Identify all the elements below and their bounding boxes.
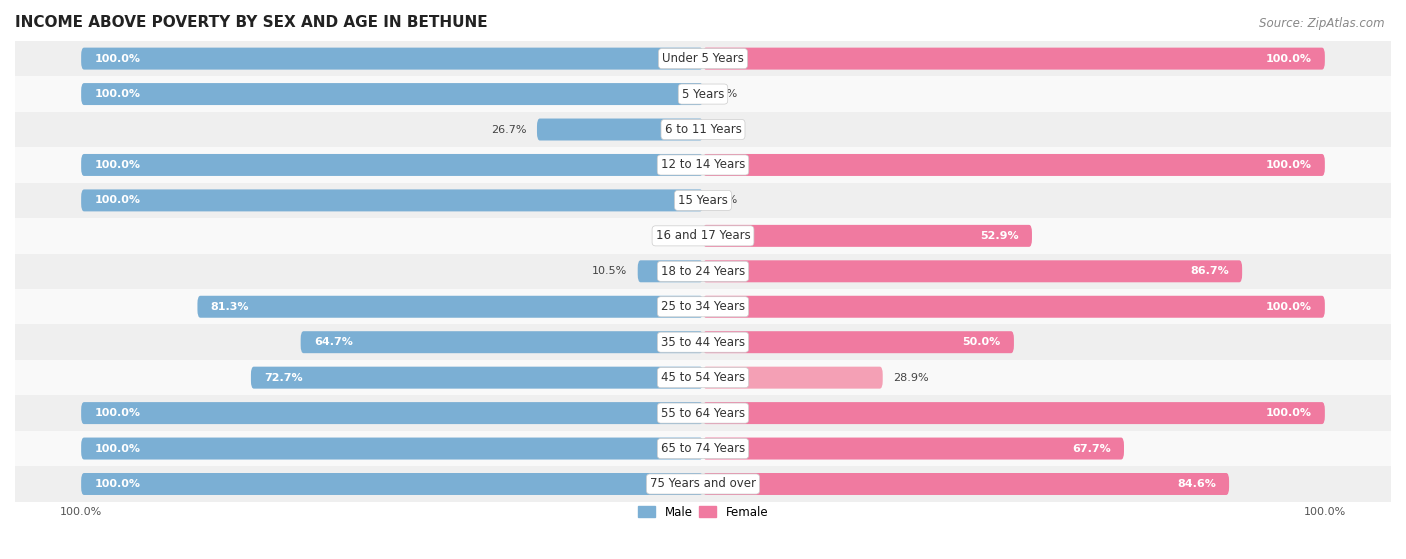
- Text: 6 to 11 Years: 6 to 11 Years: [665, 123, 741, 136]
- Bar: [0, 466, 1406, 502]
- Text: 100.0%: 100.0%: [94, 89, 141, 99]
- FancyBboxPatch shape: [82, 83, 703, 105]
- Bar: [0, 218, 1406, 254]
- Text: Source: ZipAtlas.com: Source: ZipAtlas.com: [1260, 17, 1385, 30]
- Text: 52.9%: 52.9%: [980, 231, 1019, 241]
- FancyBboxPatch shape: [703, 260, 1241, 282]
- Text: 84.6%: 84.6%: [1177, 479, 1216, 489]
- FancyBboxPatch shape: [82, 473, 703, 495]
- FancyBboxPatch shape: [703, 473, 1229, 495]
- Text: 100.0%: 100.0%: [1265, 408, 1312, 418]
- Text: 64.7%: 64.7%: [314, 337, 353, 347]
- Text: Under 5 Years: Under 5 Years: [662, 52, 744, 65]
- FancyBboxPatch shape: [82, 48, 703, 70]
- Bar: [0, 147, 1406, 183]
- FancyBboxPatch shape: [703, 154, 1324, 176]
- Bar: [0, 324, 1406, 360]
- Text: INCOME ABOVE POVERTY BY SEX AND AGE IN BETHUNE: INCOME ABOVE POVERTY BY SEX AND AGE IN B…: [15, 15, 488, 30]
- Text: 72.7%: 72.7%: [264, 373, 302, 383]
- Bar: [0, 431, 1406, 466]
- Text: 10.5%: 10.5%: [592, 266, 627, 276]
- FancyBboxPatch shape: [82, 190, 703, 211]
- FancyBboxPatch shape: [703, 225, 1032, 247]
- FancyBboxPatch shape: [703, 438, 1123, 459]
- Text: 28.9%: 28.9%: [893, 373, 929, 383]
- Text: 65 to 74 Years: 65 to 74 Years: [661, 442, 745, 455]
- Text: 55 to 64 Years: 55 to 64 Years: [661, 406, 745, 420]
- FancyBboxPatch shape: [638, 260, 703, 282]
- Text: 100.0%: 100.0%: [1265, 302, 1312, 312]
- Bar: [0, 289, 1406, 324]
- Bar: [0, 183, 1406, 218]
- Bar: [0, 360, 1406, 395]
- FancyBboxPatch shape: [703, 296, 1324, 318]
- Text: 100.0%: 100.0%: [94, 479, 141, 489]
- Text: 26.7%: 26.7%: [491, 125, 526, 135]
- Text: 16 and 17 Years: 16 and 17 Years: [655, 229, 751, 243]
- Text: 0.0%: 0.0%: [710, 196, 738, 205]
- Text: 0.0%: 0.0%: [668, 231, 696, 241]
- FancyBboxPatch shape: [703, 48, 1324, 70]
- Text: 12 to 14 Years: 12 to 14 Years: [661, 158, 745, 172]
- Text: 0.0%: 0.0%: [710, 89, 738, 99]
- Bar: [0, 41, 1406, 77]
- FancyBboxPatch shape: [703, 367, 883, 389]
- Text: 75 Years and over: 75 Years and over: [650, 477, 756, 490]
- FancyBboxPatch shape: [82, 402, 703, 424]
- Text: 81.3%: 81.3%: [211, 302, 249, 312]
- Text: 100.0%: 100.0%: [94, 54, 141, 64]
- Text: 100.0%: 100.0%: [94, 408, 141, 418]
- Text: 100.0%: 100.0%: [94, 160, 141, 170]
- Text: 100.0%: 100.0%: [94, 443, 141, 453]
- Text: 67.7%: 67.7%: [1071, 443, 1111, 453]
- FancyBboxPatch shape: [537, 119, 703, 140]
- FancyBboxPatch shape: [82, 154, 703, 176]
- FancyBboxPatch shape: [703, 331, 1014, 353]
- Text: 18 to 24 Years: 18 to 24 Years: [661, 265, 745, 278]
- Legend: Male, Female: Male, Female: [633, 501, 773, 523]
- Bar: [0, 254, 1406, 289]
- Text: 86.7%: 86.7%: [1189, 266, 1229, 276]
- Text: 5 Years: 5 Years: [682, 88, 724, 101]
- Text: 25 to 34 Years: 25 to 34 Years: [661, 300, 745, 313]
- Text: 15 Years: 15 Years: [678, 194, 728, 207]
- Bar: [0, 77, 1406, 112]
- Text: 50.0%: 50.0%: [963, 337, 1001, 347]
- FancyBboxPatch shape: [250, 367, 703, 389]
- FancyBboxPatch shape: [703, 402, 1324, 424]
- Text: 100.0%: 100.0%: [1265, 160, 1312, 170]
- FancyBboxPatch shape: [82, 438, 703, 459]
- FancyBboxPatch shape: [301, 331, 703, 353]
- FancyBboxPatch shape: [197, 296, 703, 318]
- Text: 0.0%: 0.0%: [710, 125, 738, 135]
- Text: 35 to 44 Years: 35 to 44 Years: [661, 336, 745, 349]
- Text: 100.0%: 100.0%: [1265, 54, 1312, 64]
- Bar: [0, 112, 1406, 147]
- Text: 45 to 54 Years: 45 to 54 Years: [661, 371, 745, 384]
- Text: 100.0%: 100.0%: [94, 196, 141, 205]
- Bar: [0, 395, 1406, 431]
